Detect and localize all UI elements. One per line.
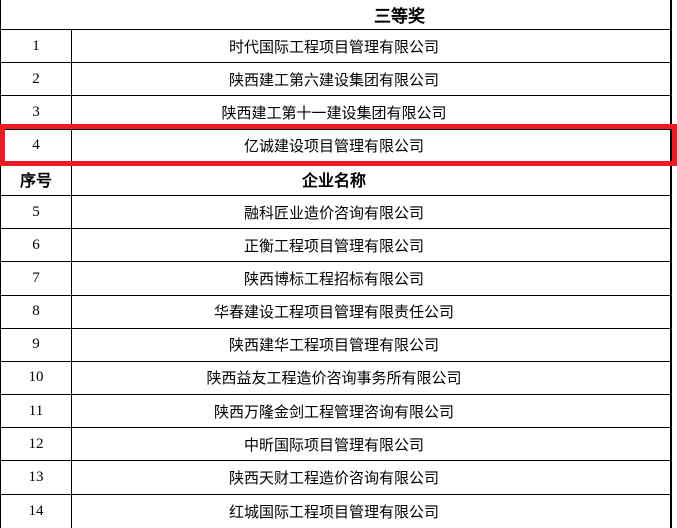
table-row: 2 陕西建工第六建设集团有限公司: [1, 63, 670, 97]
table-row-highlighted: 4 亿诚建设项目管理有限公司: [1, 129, 670, 163]
row-number: 8: [1, 295, 72, 328]
table-row: 13 陕西天财工程造价咨询有限公司: [1, 461, 670, 495]
row-number: 9: [1, 328, 72, 361]
table-row: 10 陕西益友工程造价咨询事务所有限公司: [1, 361, 670, 396]
row-number: 2: [1, 63, 72, 96]
table-row: 9 陕西建华工程项目管理有限公司: [1, 328, 670, 362]
company-name: 红城国际工程项目管理有限公司: [228, 504, 439, 521]
company-name: 中昕国际项目管理有限公司: [243, 437, 424, 454]
table-row: 12 中昕国际项目管理有限公司: [1, 428, 670, 462]
company-name: 陕西建工第六建设集团有限公司: [228, 72, 439, 89]
table-row: 5 融科匠业造价咨询有限公司: [1, 195, 670, 230]
company-name: 陕西建华工程项目管理有限公司: [228, 338, 439, 355]
row-number: 10: [1, 361, 72, 395]
company-name: 陕西博标工程招标有限公司: [243, 271, 424, 288]
table-row: 1 时代国际工程项目管理有限公司: [1, 30, 670, 64]
table-row: 3 陕西建工第十一建设集团有限公司: [1, 96, 670, 130]
table-row: 14 红城国际工程项目管理有限公司: [1, 494, 670, 528]
company-name: 融科匠业造价咨询有限公司: [243, 205, 424, 222]
company-name: 亿诚建设项目管理有限公司: [243, 139, 424, 156]
table-row: 8 华春建设工程项目管理有限责任公司: [1, 295, 670, 329]
third-prize-title: 三等奖: [374, 7, 425, 26]
row-number: 4: [1, 129, 72, 162]
company-name: 陕西益友工程造价咨询事务所有限公司: [206, 371, 462, 388]
row-number: 6: [1, 229, 72, 262]
company-name: 陕西万隆金剑工程管理咨询有限公司: [213, 404, 454, 421]
row-number: 14: [1, 494, 72, 528]
table-row: 11 陕西万隆金剑工程管理咨询有限公司: [1, 395, 670, 429]
row-number: 11: [1, 395, 72, 428]
company-name: 时代国际工程项目管理有限公司: [228, 39, 439, 56]
row-number: 7: [1, 262, 72, 295]
row-number: 13: [1, 461, 72, 494]
row-number: 1: [1, 30, 72, 63]
column-header-company: 企业名称: [301, 172, 366, 190]
company-name: 正衡工程项目管理有限公司: [243, 238, 424, 255]
table-section-title: 三等奖: [1, 0, 670, 30]
table-row: 6 正衡工程项目管理有限公司: [1, 229, 670, 263]
company-name: 华春建设工程项目管理有限责任公司: [213, 305, 454, 322]
table-row: 7 陕西博标工程招标有限公司: [1, 262, 670, 296]
row-number: 5: [1, 195, 72, 229]
table-header-row: 序号 企业名称: [1, 162, 670, 196]
company-name: 陕西天财工程造价咨询有限公司: [228, 471, 439, 488]
row-number: 3: [1, 96, 72, 129]
column-header-serial: 序号: [1, 162, 72, 195]
row-number: 12: [1, 428, 72, 461]
company-name: 陕西建工第十一建设集团有限公司: [221, 105, 447, 122]
